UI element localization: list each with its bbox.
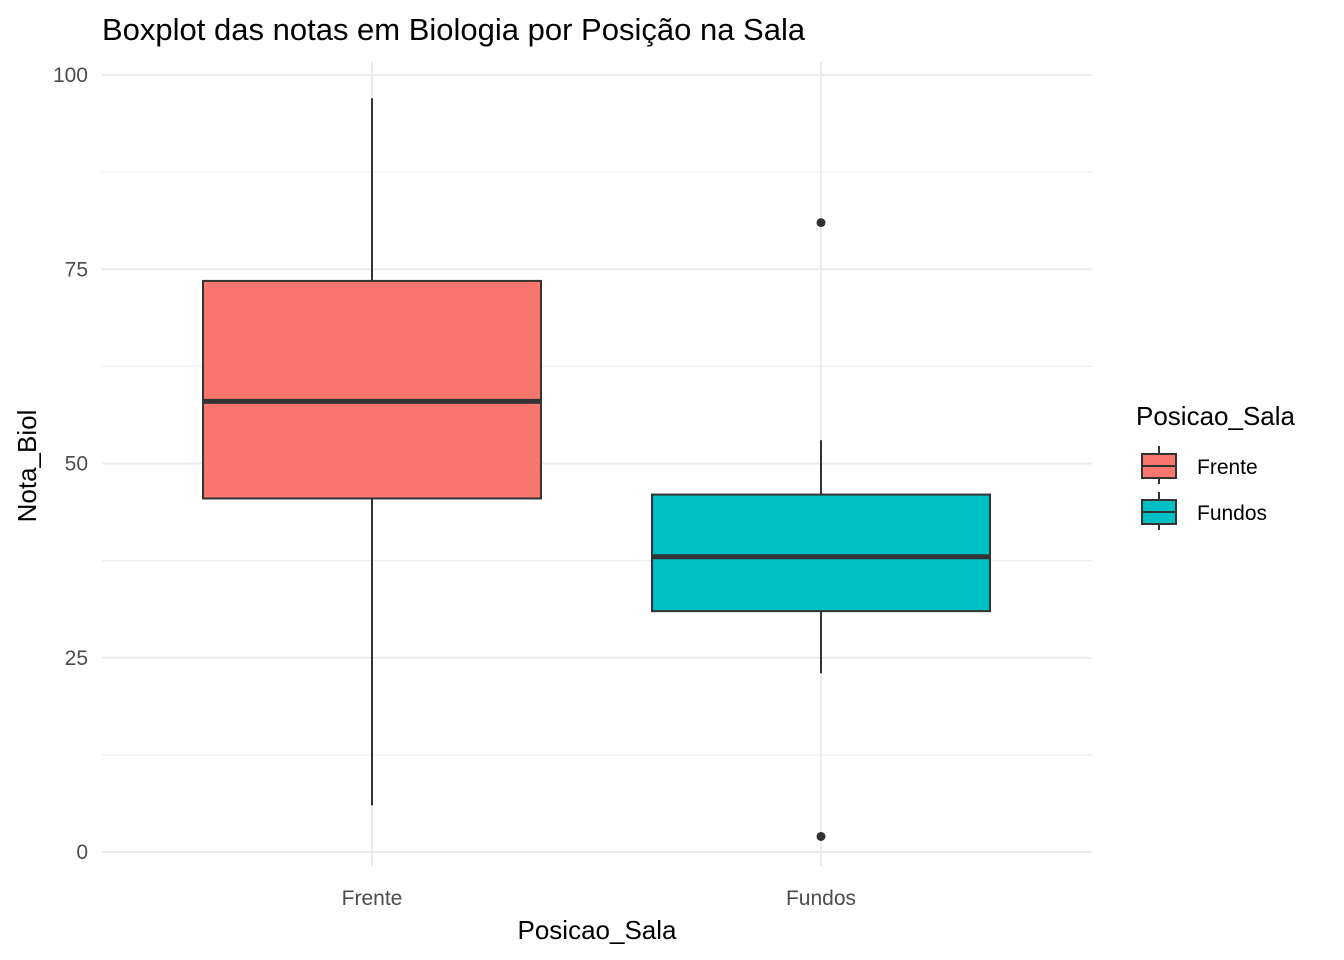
y-axis-ticks: 0 25 50 75 100 bbox=[53, 64, 88, 864]
legend-label: Frente bbox=[1197, 456, 1258, 479]
legend-title: Posicao_Sala bbox=[1136, 401, 1296, 431]
y-tick-label: 75 bbox=[65, 258, 88, 281]
x-tick-label: Frente bbox=[342, 887, 403, 910]
outlier-point bbox=[816, 218, 826, 228]
box-frente bbox=[202, 98, 542, 806]
y-tick-label: 50 bbox=[65, 453, 88, 476]
x-axis-title: Posicao_Sala bbox=[518, 915, 678, 945]
outlier-point bbox=[816, 831, 826, 841]
boxes bbox=[202, 98, 991, 841]
x-axis-ticks: Frente Fundos bbox=[342, 887, 856, 910]
chart-title: Boxplot das notas em Biologia por Posiçã… bbox=[102, 12, 806, 47]
y-axis-title: Nota_Biol bbox=[12, 410, 42, 523]
legend-label: Fundos bbox=[1197, 502, 1267, 525]
legend-key-fundos: Fundos bbox=[1141, 492, 1267, 530]
box-iqr bbox=[202, 279, 542, 500]
y-tick-label: 25 bbox=[65, 647, 88, 670]
box-fundos bbox=[651, 218, 991, 841]
legend-key-frente: Frente bbox=[1141, 446, 1258, 484]
x-tick-label: Fundos bbox=[786, 887, 856, 910]
y-tick-label: 0 bbox=[76, 841, 88, 864]
legend: Posicao_Sala Frente Fundos bbox=[1136, 401, 1296, 530]
box-iqr bbox=[651, 493, 991, 613]
y-tick-label: 100 bbox=[53, 64, 88, 87]
